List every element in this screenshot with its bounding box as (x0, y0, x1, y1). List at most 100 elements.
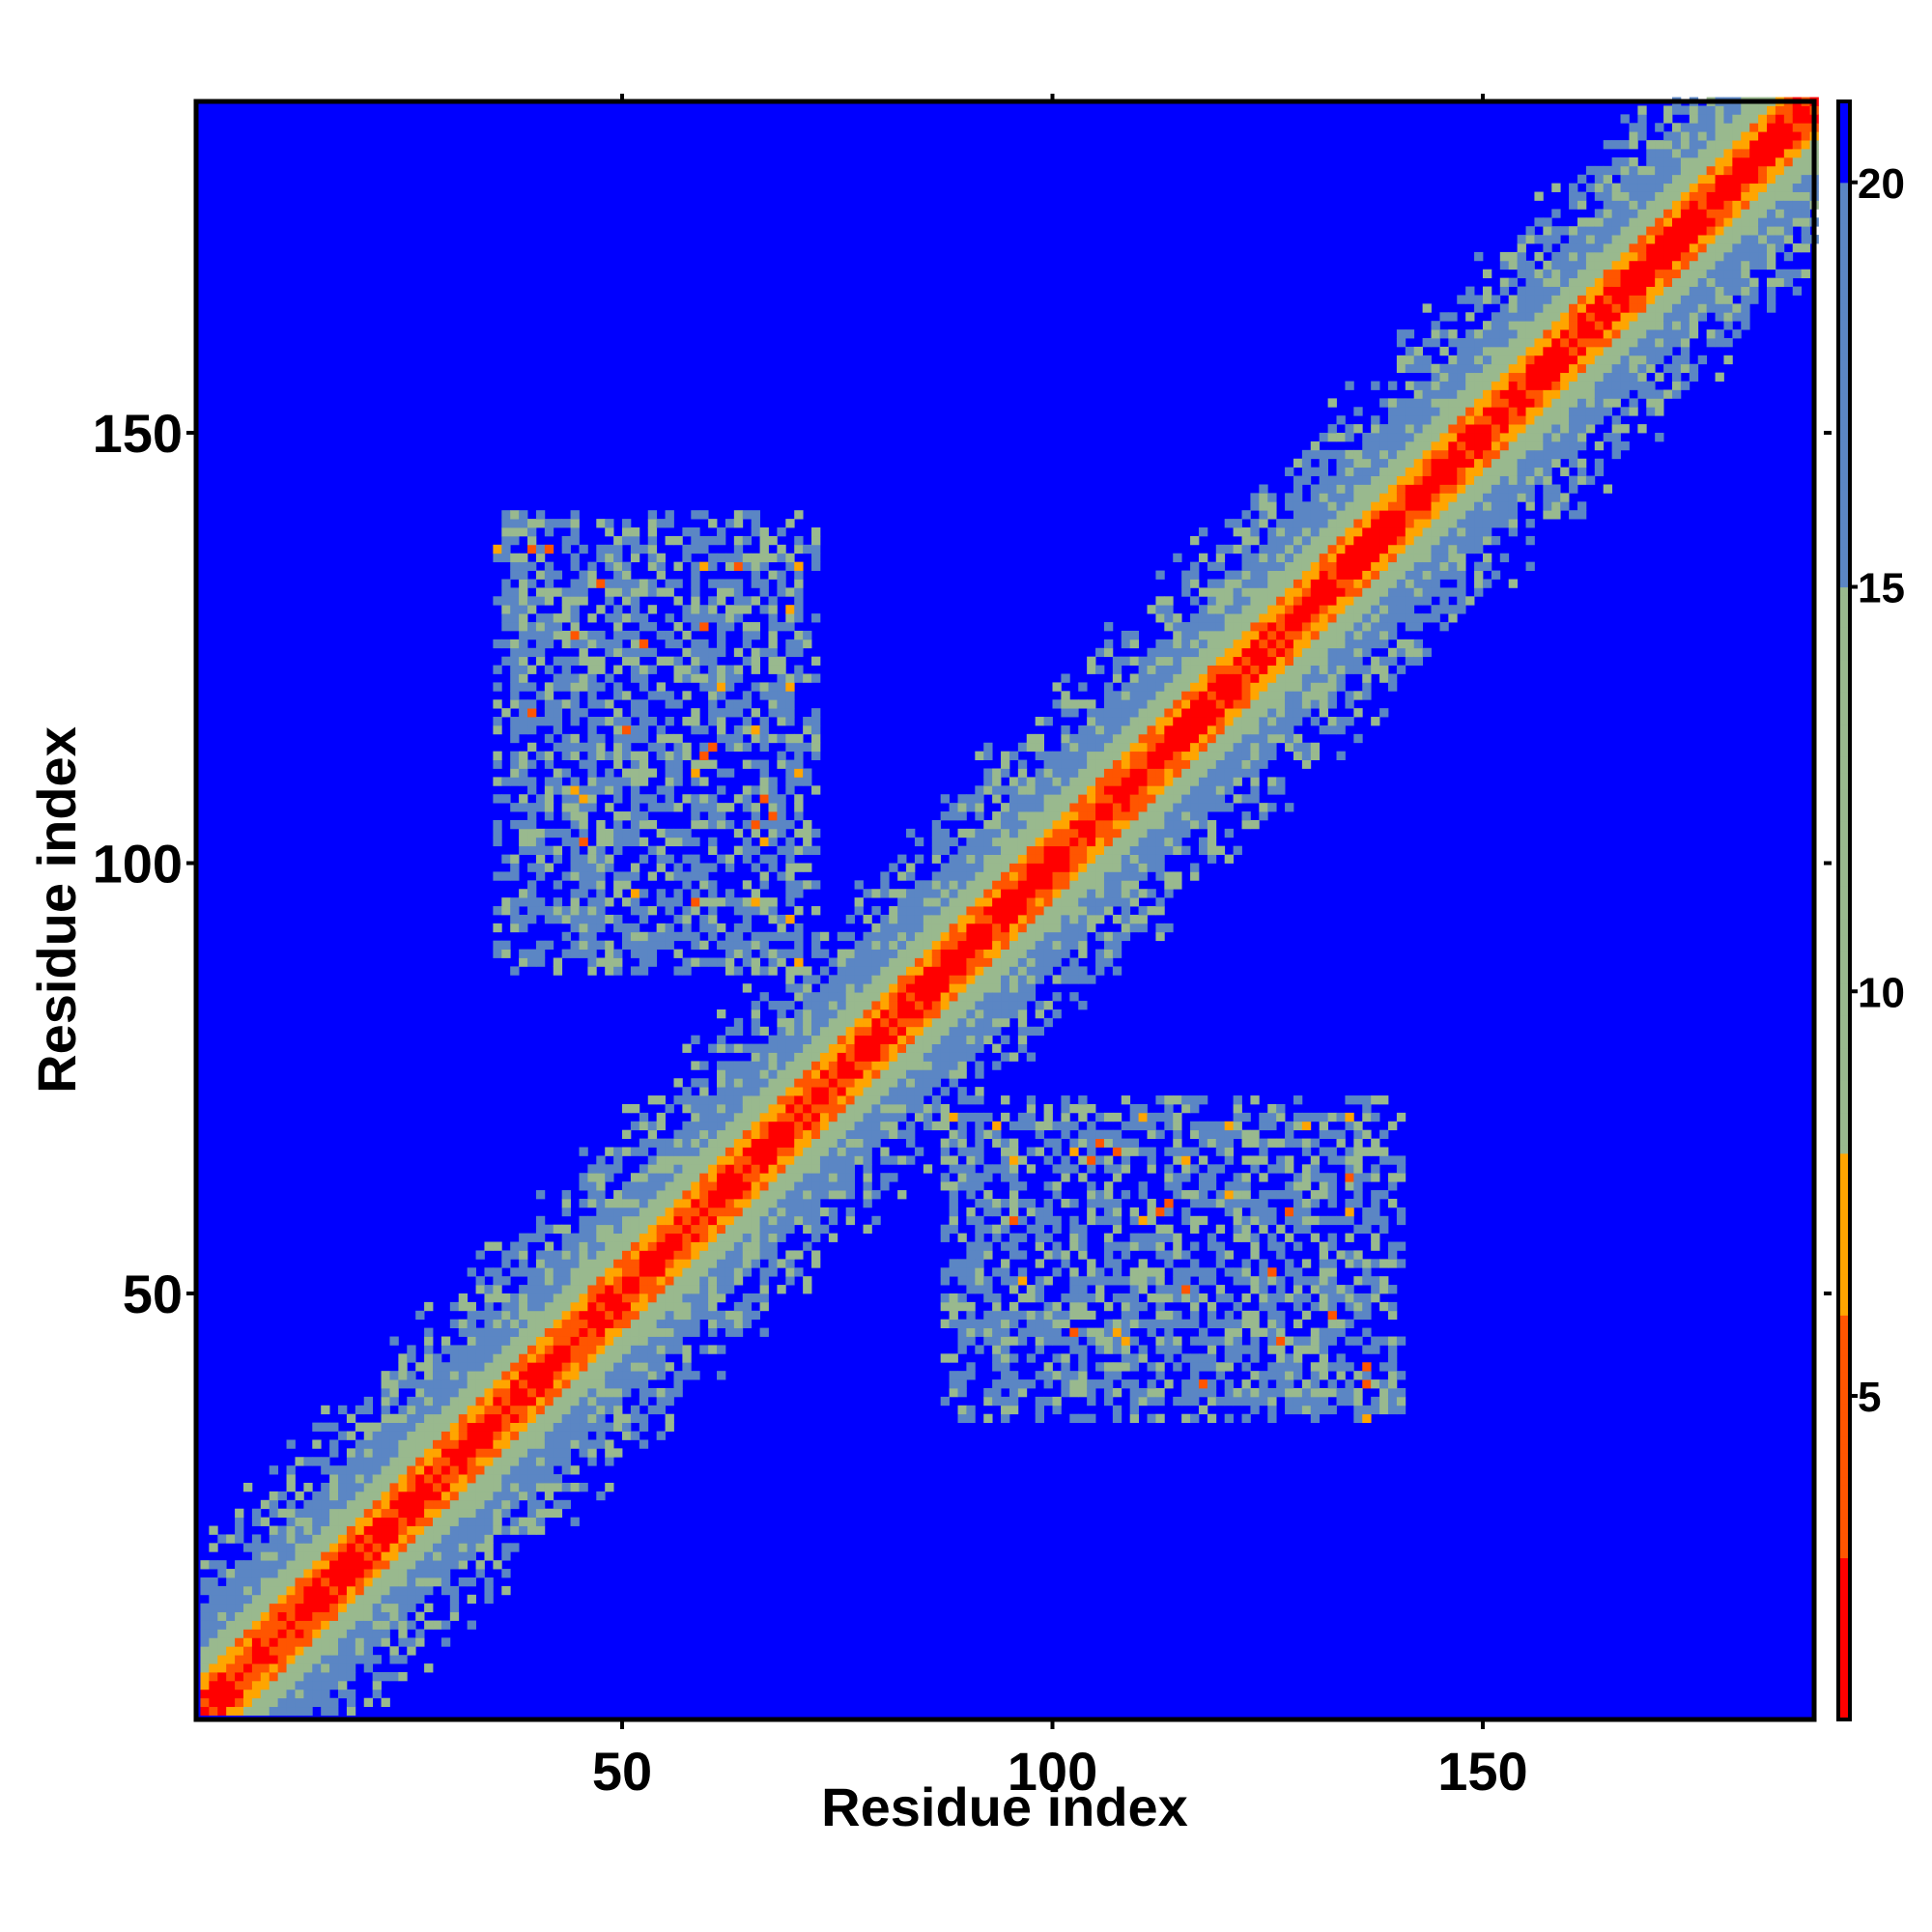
heatmap-cell (975, 923, 984, 933)
heatmap-cell (699, 1198, 709, 1208)
heatmap-cell (630, 587, 640, 597)
heatmap-cell (346, 1457, 356, 1466)
heatmap-cell (897, 940, 907, 950)
heatmap-cell (794, 880, 804, 890)
heatmap-cell (303, 1620, 313, 1630)
heatmap-cell (269, 1499, 279, 1510)
heatmap-cell (544, 940, 554, 950)
heatmap-cell (975, 931, 984, 942)
heatmap-cell (639, 1379, 649, 1389)
heatmap-cell (673, 639, 683, 649)
heatmap-cell (605, 1362, 614, 1372)
heatmap-cell (372, 1543, 382, 1552)
heatmap-cell (940, 1396, 950, 1406)
heatmap-cell (724, 613, 735, 623)
heatmap-cell (751, 1043, 760, 1053)
heatmap-cell (622, 1327, 632, 1337)
heatmap-cell (251, 1663, 262, 1673)
heatmap-cell (828, 1129, 838, 1139)
heatmap-cell (1112, 949, 1122, 958)
heatmap-cell (260, 1499, 270, 1510)
heatmap-cell (724, 699, 735, 709)
heatmap-cell (966, 1155, 976, 1165)
heatmap-cell (544, 570, 554, 580)
heatmap-cell (243, 1680, 253, 1690)
heatmap-cell (691, 1035, 700, 1044)
heatmap-cell (424, 1422, 434, 1432)
heatmap-cell (398, 1534, 408, 1544)
heatmap-cell (845, 1155, 855, 1165)
heatmap-cell (587, 1413, 597, 1424)
heatmap-cell (415, 1465, 425, 1475)
heatmap-cell (622, 1362, 632, 1372)
heatmap-cell (1121, 923, 1131, 933)
heatmap-cell (639, 717, 649, 726)
heatmap-cell (613, 1215, 623, 1226)
heatmap-cell (863, 1190, 872, 1200)
heatmap-cell (493, 1499, 502, 1510)
heatmap-cell (742, 510, 753, 520)
heatmap-cell (647, 819, 658, 830)
heatmap-cell (493, 923, 502, 933)
heatmap-cell (837, 1155, 847, 1165)
heatmap-cell (880, 992, 890, 1002)
heatmap-cell (733, 949, 744, 958)
heatmap-cell (966, 966, 976, 976)
heatmap-cell (519, 914, 528, 924)
heatmap-cell (1095, 906, 1105, 916)
heatmap-cell (811, 1215, 821, 1226)
heatmap-cell (880, 1087, 890, 1096)
heatmap-cell (777, 1164, 786, 1174)
heatmap-cell (346, 1672, 356, 1682)
heatmap-cell (415, 1551, 425, 1561)
heatmap-cell (889, 983, 898, 993)
heatmap-cell (794, 733, 804, 744)
heatmap-cell (699, 897, 709, 907)
heatmap-cell (510, 1353, 520, 1363)
heatmap-cell (321, 1465, 330, 1475)
heatmap-cell (871, 906, 881, 916)
heatmap-cell (544, 914, 554, 924)
heatmap-cell (880, 983, 890, 993)
heatmap-cell (785, 880, 795, 890)
heatmap-cell (605, 596, 614, 606)
heatmap-cell (1061, 854, 1070, 864)
heatmap-cell (493, 1439, 502, 1449)
heatmap-cell (1103, 819, 1114, 830)
heatmap-cell (957, 1052, 967, 1062)
heatmap-cell (587, 699, 597, 709)
heatmap-cell (630, 828, 640, 838)
heatmap-cell (510, 647, 520, 658)
heatmap-cell (527, 622, 537, 632)
heatmap-cell (708, 519, 718, 528)
heatmap-cell (1087, 897, 1096, 907)
heatmap-cell (605, 1353, 614, 1363)
heatmap-cell (303, 1551, 313, 1561)
heatmap-cell (1112, 1293, 1122, 1303)
heatmap-cell (708, 1181, 718, 1191)
heatmap-cells (196, 97, 1819, 1719)
heatmap-cell (1069, 759, 1079, 769)
heatmap-cell (975, 983, 984, 993)
heatmap-cell (1035, 880, 1044, 890)
heatmap-cell (1078, 854, 1088, 864)
heatmap-cell (863, 1121, 872, 1131)
heatmap-cell (819, 1061, 830, 1070)
heatmap-cell (596, 828, 606, 838)
heatmap-cell (605, 1198, 614, 1208)
heatmap-cell (863, 1035, 872, 1044)
heatmap-cell (871, 1190, 881, 1200)
heatmap-cell (570, 1422, 580, 1432)
heatmap-cell (527, 579, 537, 588)
heatmap-cell (1017, 1026, 1028, 1037)
heatmap-cell (587, 1405, 597, 1415)
heatmap-cell (321, 1560, 330, 1570)
heatmap-cell (1017, 1276, 1028, 1286)
heatmap-cell (983, 863, 993, 872)
heatmap-cell (1069, 931, 1079, 942)
heatmap-cell (914, 837, 924, 847)
heatmap-cell (777, 1285, 786, 1294)
heatmap-cell (639, 1267, 649, 1277)
heatmap-cell (837, 1095, 847, 1105)
heatmap-cell (527, 897, 537, 907)
